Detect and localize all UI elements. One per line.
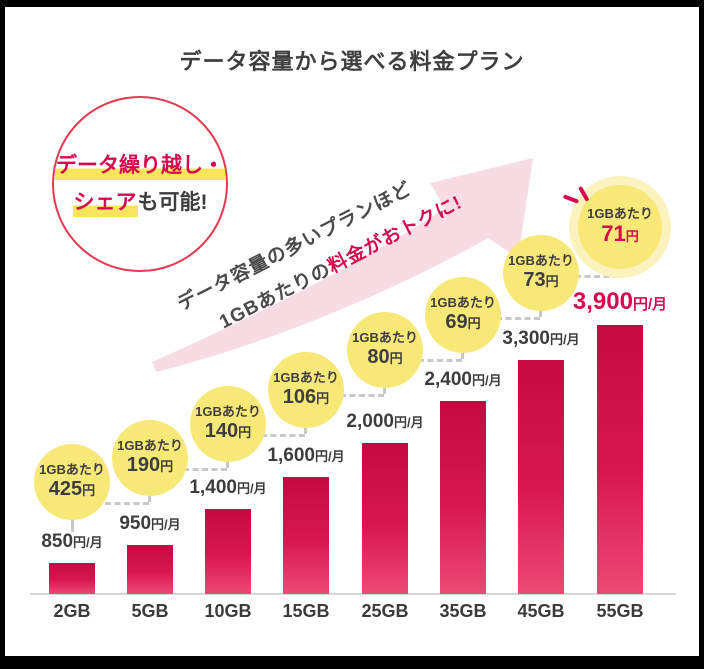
price-value: 1,400: [189, 477, 237, 498]
per-gb-caption: 1GBあたり: [587, 206, 653, 221]
bubble-connector-tick: [461, 351, 464, 359]
price-unit: 円/月: [471, 373, 502, 388]
per-gb-value: 80円: [367, 346, 403, 368]
x-axis-label-5GB: 5GB: [131, 601, 169, 621]
page-title: データ容量から選べる料金プラン: [179, 49, 525, 74]
price-label-25GB: 2,000円/月: [305, 411, 465, 433]
x-axis-label-2GB: 2GB: [53, 601, 91, 621]
per-gb-caption: 1GBあたり: [39, 462, 105, 477]
price-unit: 円/月: [236, 481, 267, 496]
per-gb-bubble-45GB: 1GBあたり 73円: [503, 235, 579, 311]
badge-line1: データ繰り越し・: [55, 147, 225, 184]
bubble-connector-tick: [383, 386, 386, 394]
per-gb-bubble-15GB: 1GBあたり 106円: [268, 352, 344, 428]
x-axis-label-45GB: 45GB: [517, 601, 565, 621]
bar-45GB: [518, 360, 564, 594]
per-gb-unit: 円: [389, 351, 403, 366]
price-label-45GB: 3,300円/月: [461, 328, 621, 350]
bar-2GB: [49, 563, 95, 594]
per-gb-unit: 円: [160, 459, 174, 474]
price-label-15GB: 1,600円/月: [226, 445, 386, 467]
badge-line2-highlight: シェア: [72, 191, 138, 217]
price-unit: 円/月: [393, 415, 424, 430]
per-gb-bubble-5GB: 1GBあたり 190円: [112, 420, 188, 496]
bubble-connector: [340, 394, 384, 397]
per-gb-bubble-55GB: 1GBあたり 71円: [578, 185, 662, 269]
per-gb-caption: 1GBあたり: [508, 253, 574, 268]
bubble-connector-tick: [539, 309, 542, 317]
per-gb-unit: 円: [467, 316, 481, 331]
price-value: 3,300: [502, 328, 550, 349]
per-gb-bubble-25GB: 1GBあたり 80円: [347, 312, 423, 388]
x-axis-label-10GB: 10GB: [204, 601, 252, 621]
bubble-connector-tick: [618, 267, 621, 275]
x-axis-label-35GB: 35GB: [439, 601, 487, 621]
bar-55GB: [597, 325, 643, 594]
per-gb-unit: 円: [238, 425, 252, 440]
bar-10GB: [205, 509, 251, 594]
price-unit: 円/月: [549, 332, 580, 347]
per-gb-caption: 1GBあたり: [352, 330, 418, 345]
per-gb-value: 140円: [204, 420, 252, 442]
price-value: 3,900: [572, 288, 633, 315]
price-value: 850: [41, 531, 74, 552]
data-carryover-badge: データ繰り越し・ シェアも可能!: [52, 96, 228, 272]
per-gb-value: 425円: [48, 478, 96, 500]
per-gb-value: 69円: [445, 311, 481, 333]
price-unit: 円/月: [314, 449, 345, 464]
price-unit: 円/月: [151, 517, 181, 532]
per-gb-bubble-2GB: 1GBあたり 425円: [34, 444, 110, 520]
price-label-35GB: 2,400円/月: [383, 369, 543, 391]
price-label-2GB: 850円/月: [0, 531, 152, 553]
x-axis-label-55GB: 55GB: [596, 601, 644, 621]
bar-35GB: [440, 401, 486, 594]
per-gb-value: 71円: [601, 221, 639, 246]
price-value: 950: [119, 513, 152, 534]
bubble-connector: [183, 468, 227, 471]
per-gb-unit: 円: [316, 391, 330, 406]
per-gb-caption: 1GBあたり: [195, 404, 261, 419]
price-unit: 円/月: [632, 296, 668, 313]
per-gb-value: 73円: [523, 269, 559, 291]
bubble-connector: [105, 502, 149, 505]
bubble-connector: [418, 359, 462, 362]
bubble-connector-tick: [304, 426, 307, 434]
bubble-connector: [71, 520, 74, 532]
bubble-connector: [261, 434, 305, 437]
per-gb-bubble-35GB: 1GBあたり 69円: [425, 277, 501, 353]
bar-5GB: [127, 545, 173, 594]
per-gb-unit: 円: [82, 483, 96, 498]
bar-25GB: [362, 443, 408, 594]
per-gb-bubble-10GB: 1GBあたり 140円: [190, 386, 266, 462]
price-label-10GB: 1,400円/月: [148, 477, 308, 499]
x-axis-line: [30, 593, 676, 595]
price-label-5GB: 950円/月: [70, 513, 230, 535]
badge-line1-highlight: データ繰り越し・: [55, 154, 225, 180]
price-unit: 円/月: [73, 535, 103, 550]
bubble-connector-tick: [226, 460, 229, 468]
bubble-connector: [575, 275, 619, 278]
price-value: 2,000: [346, 411, 394, 432]
per-gb-value: 106円: [282, 386, 330, 408]
price-value: 1,600: [267, 445, 315, 466]
per-gb-caption: 1GBあたり: [117, 438, 183, 453]
per-gb-caption: 1GBあたり: [430, 295, 496, 310]
bubble-connector: [496, 317, 540, 320]
per-gb-unit: 円: [625, 229, 639, 244]
x-axis-label-15GB: 15GB: [282, 601, 330, 621]
per-gb-caption: 1GBあたり: [273, 370, 339, 385]
x-axis-label-25GB: 25GB: [361, 601, 409, 621]
bar-15GB: [283, 477, 329, 594]
badge-line2: シェアも可能!: [72, 184, 208, 221]
price-value: 2,400: [424, 369, 472, 390]
bubble-connector-tick: [148, 494, 151, 502]
badge-line2-rest: も可能!: [137, 191, 208, 214]
price-label-55GB: 3,900円/月: [540, 288, 700, 316]
per-gb-unit: 円: [545, 274, 559, 289]
per-gb-value: 190円: [126, 454, 174, 476]
